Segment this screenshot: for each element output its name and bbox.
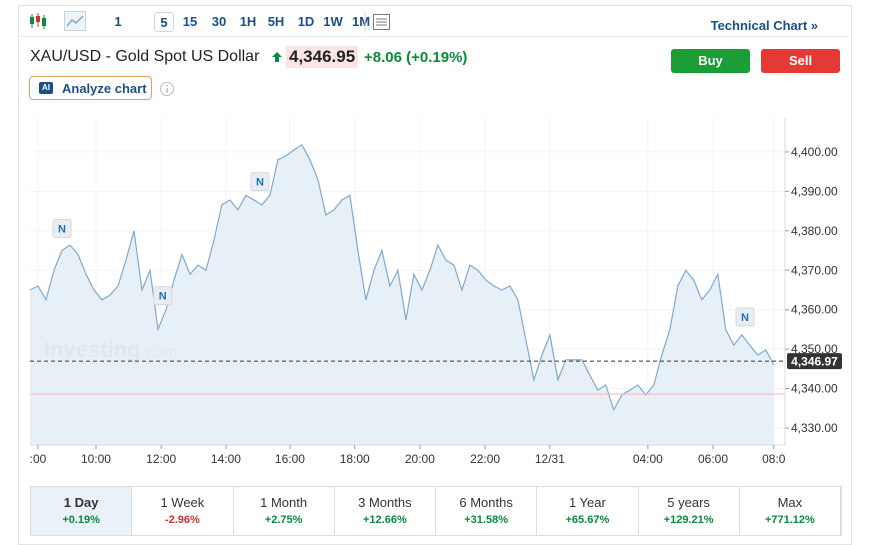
x-tick-label: 12:00 [146, 452, 176, 466]
news-marker [153, 286, 173, 306]
period-label: 1 Day [63, 495, 99, 510]
news-label: N [58, 224, 66, 236]
candles-icon[interactable] [28, 12, 48, 30]
price-change: +8.06 (+0.19%) [364, 49, 467, 66]
period-tab[interactable]: Max +771.12% [739, 487, 841, 535]
x-tick-label: 08:0 [762, 452, 786, 466]
period-label: 3 Months [358, 495, 412, 510]
period-tabs: 1 Day +0.19% 1 Week -2.96% 1 Month +2.75% 3 Mo… [30, 486, 842, 536]
y-tick-label: 4,400.00 [791, 145, 838, 159]
news-label: N [159, 291, 167, 303]
period-tab[interactable]: 6 Months +31.58% [436, 487, 538, 535]
chart-right-mask [852, 0, 871, 480]
period-label: Max [777, 495, 803, 510]
x-tick-label: 14:00 [211, 452, 241, 466]
interval-option[interactable]: 30 [211, 14, 227, 29]
buy-button[interactable]: Buy [671, 49, 750, 73]
x-tick-label: 22:00 [470, 452, 500, 466]
interval-option[interactable]: 1D [297, 14, 315, 29]
x-tick-label: :00 [30, 452, 47, 466]
x-tick-label: 04:00 [633, 452, 663, 466]
last-price: 4,346.95 [286, 46, 359, 68]
ai-badge: AI [39, 82, 53, 94]
technical-chart-link[interactable]: Technical Chart » [710, 18, 818, 33]
period-change: -2.96% [164, 514, 200, 526]
toolbar: 1 5 15 30 1H 5H 1D 1W 1M Technical Chart » [18, 5, 852, 37]
news-marker [52, 219, 72, 239]
up-arrow [272, 52, 282, 62]
period-tab[interactable]: 1 Day +0.19% [31, 487, 133, 535]
current-price-label: 4,346.97 [791, 355, 838, 369]
interval-option[interactable]: 1 [114, 14, 122, 29]
y-tick-label: 4,390.00 [791, 184, 838, 198]
news-label: N [256, 177, 264, 189]
sell-button[interactable]: Sell [761, 49, 840, 73]
period-tab[interactable]: 1 Week -2.96% [132, 487, 234, 535]
interval-option[interactable]: 5 [154, 12, 174, 32]
period-change: +2.75% [264, 514, 303, 526]
y-tick-label: 4,360.00 [791, 303, 838, 317]
period-label: 1 Month [260, 495, 308, 510]
period-tab[interactable]: 3 Months +12.66% [334, 487, 436, 535]
interval-option[interactable]: 1W [323, 14, 343, 29]
period-change: +771.12% [764, 514, 815, 526]
analyze-button[interactable]: AI Analyze chart [29, 76, 152, 100]
period-change: +0.19% [62, 514, 100, 526]
period-tab[interactable]: 5 years +129.21% [638, 487, 740, 535]
period-label: 1 Year [568, 495, 606, 510]
change-abs: +8.06 [364, 49, 402, 66]
x-tick-label: 20:00 [405, 452, 435, 466]
period-label: 6 Months [459, 495, 513, 510]
y-tick-label: 4,370.00 [791, 263, 838, 277]
price-area [30, 144, 774, 446]
period-change: +65.67% [565, 514, 610, 526]
period-label: 1 Week [160, 495, 205, 510]
x-tick-label: 16:00 [275, 452, 305, 466]
news-marker [250, 172, 270, 192]
info-icon[interactable] [159, 81, 175, 97]
period-change: +12.66% [363, 514, 407, 526]
current-price-box [787, 353, 842, 370]
area-icon[interactable] [64, 11, 86, 31]
y-tick-label: 4,340.00 [791, 382, 838, 396]
interval-option[interactable]: 1H [239, 14, 257, 29]
chart: Investing.comNNNN4,330.004,340.004,350.0… [29, 0, 871, 480]
y-tick-label: 4,330.00 [791, 421, 838, 435]
analyze-label: Analyze chart [62, 81, 147, 96]
news-marker [735, 307, 755, 327]
x-tick-label: 10:00 [81, 452, 111, 466]
instrument-title: XAU/USD - Gold Spot US Dollar [30, 48, 260, 65]
period-change: +129.21% [663, 514, 714, 526]
indicators-icon[interactable] [363, 11, 391, 33]
period-tab[interactable]: 1 Year +65.67% [537, 487, 639, 535]
period-label: 5 years [667, 495, 710, 510]
change-pct: (+0.19%) [406, 49, 468, 66]
interval-option[interactable]: 5H [267, 14, 285, 29]
period-tab[interactable]: 1 Month +2.75% [233, 487, 335, 535]
y-tick-label: 4,350.00 [791, 342, 838, 356]
interval-option[interactable]: 15 [182, 14, 198, 29]
x-tick-label: 06:00 [698, 452, 728, 466]
y-tick-label: 4,380.00 [791, 224, 838, 238]
news-label: N [741, 312, 749, 324]
interval-option[interactable]: 1M [351, 14, 371, 29]
x-tick-label: 12/31 [535, 452, 565, 466]
x-tick-label: 18:00 [340, 452, 370, 466]
period-change: +31.58% [464, 514, 508, 526]
